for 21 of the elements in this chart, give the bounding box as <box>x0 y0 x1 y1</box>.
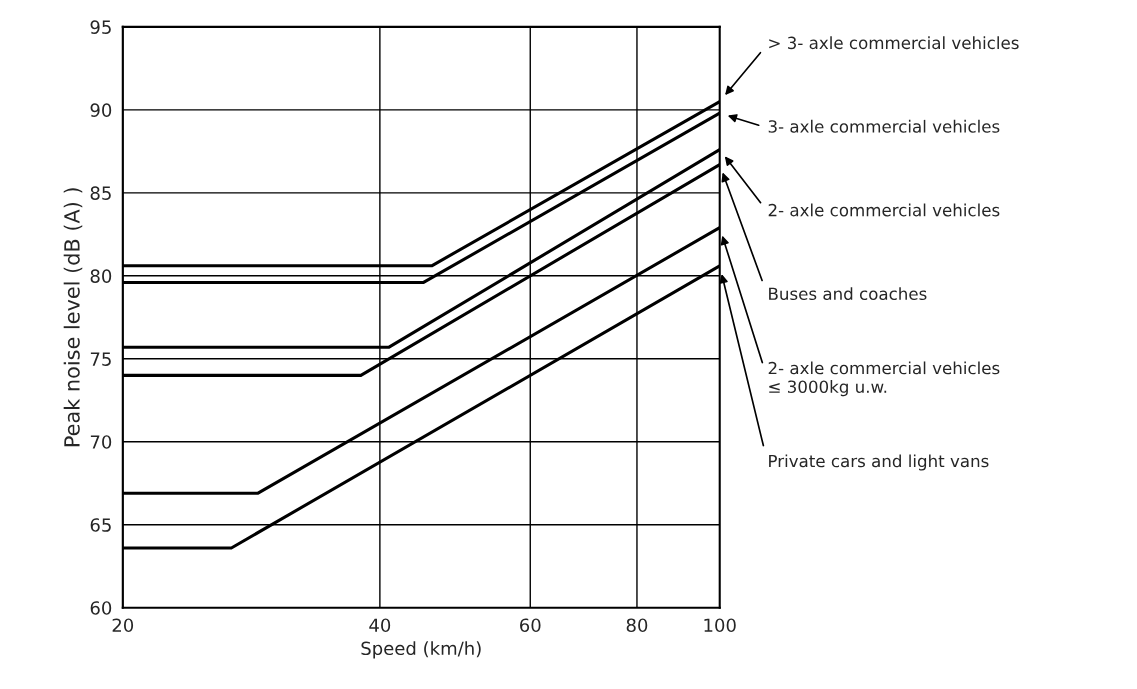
y-tick-label: 95 <box>90 20 111 34</box>
x-tick-label: 60 <box>520 618 541 633</box>
text: Private cars and light vans <box>769 454 989 471</box>
y-tick-label: 70 <box>90 435 112 449</box>
y-tick-label: 75 <box>90 352 111 366</box>
x-tick-label: 100 <box>704 618 736 633</box>
x-tick-label: 40 <box>369 618 391 633</box>
y-tick-label: 65 <box>90 518 111 532</box>
y-tick-label: 60 <box>90 601 112 615</box>
text: Buses and coaches <box>769 287 927 301</box>
x-axis-title: Speed (km/h) <box>361 641 481 659</box>
text: 2- axle commercial vehicles ≤ 3000kg u.w. <box>768 361 1000 397</box>
legend-label: 3- axle commercial vehicles <box>768 119 1000 133</box>
y-tick-label: 85 <box>90 186 111 200</box>
text: 2- axle commercial vehicles <box>768 203 1000 217</box>
x-tick-label: 20 <box>112 618 134 633</box>
y-tick-label: 80 <box>90 269 112 283</box>
y-axis-title: Peak noise level (dB (A) ) <box>63 188 83 447</box>
y-tick-label: 90 <box>90 103 112 117</box>
text: > 3- axle commercial vehicles <box>769 36 1019 50</box>
x-tick-label: 80 <box>626 618 648 633</box>
